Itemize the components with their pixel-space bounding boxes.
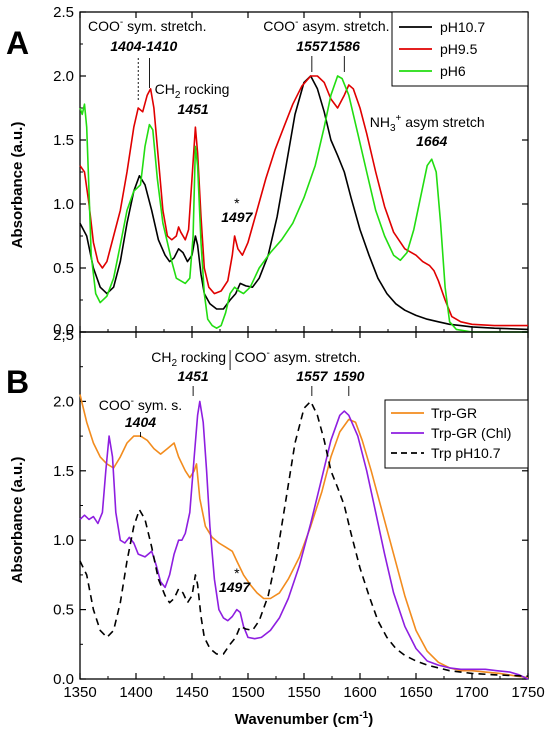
x-tick-label: 1700: [455, 684, 488, 701]
y-axis-title-a: Absorbance (a.u.): [9, 122, 26, 249]
legend-label: pH10.7: [440, 19, 485, 35]
x-tick-label: 1550: [287, 684, 320, 701]
y-tick-label: 0.0: [53, 321, 74, 338]
annotation-wavenumber-label: 1586: [329, 38, 360, 54]
annotation-wavenumber-label: 1404: [125, 414, 156, 430]
panel-b: B 1350 1400 1450 1500 1550 1600 1650 1700 1750 0.…: [6, 327, 545, 701]
y-tick-label: 1.0: [53, 532, 74, 549]
annotation-wavenumber-label: 1557: [296, 38, 328, 54]
series-group-b: [79, 394, 529, 680]
x-tick-label: 1600: [343, 684, 376, 701]
x-tick-label: 1750: [511, 684, 544, 701]
legend-label: Trp pH10.7: [431, 445, 501, 461]
annotation-coo-sym-stretch: COO- sym. stretch.: [88, 17, 206, 34]
y-tick-label: 0.5: [53, 602, 74, 619]
plot-frame-b: [79, 331, 529, 680]
legend-box: [384, 399, 529, 469]
panel-letter-a: A: [6, 25, 29, 61]
y-tick-label: 2,5: [53, 327, 74, 344]
annotation-wavenumber-label: 1451: [178, 368, 209, 384]
y-tick-label: 2.0: [53, 68, 74, 85]
annotation-nh3-asym-stretch: NH3+ asym stretch: [370, 113, 485, 134]
x-tick-label: 1650: [399, 684, 432, 701]
annotation-coo-asym-stretch: COO- asym. stretch.: [235, 348, 361, 365]
y-tick-label: 1.0: [53, 196, 74, 213]
y-tick-label: 0.0: [53, 671, 74, 688]
annotation-coo-sym-s: COO- sym. s.: [99, 396, 182, 413]
y-tick-label: 0.5: [53, 260, 74, 277]
panel-letter-b: B: [6, 364, 29, 400]
panel-a: A 0.0 0.5 1.0 1.5 2.0 2.5 COO- sym. stretch. 1…: [6, 4, 529, 338]
y-tick-label: 2.0: [53, 393, 74, 410]
y-tick-label: 1.5: [53, 132, 74, 149]
legend-label: Trp-GR (Chl): [431, 425, 511, 441]
y-tick-label: 2.5: [53, 4, 74, 21]
y-axis-title-b: Absorbance (a.u.): [9, 457, 26, 584]
series-line-ph10-7: [79, 75, 529, 331]
y-tick-label: 1.5: [53, 463, 74, 480]
annotation-wavenumber-label: 1664: [416, 133, 447, 149]
legend-label: pH9.5: [440, 41, 478, 57]
axis-ticks-b: 1350 1400 1450 1500 1550 1600 1650 1700 1750 0.0 0…: [53, 327, 545, 701]
x-tick-label: 1500: [231, 684, 264, 701]
annotation-ch2-rocking: CH2 rocking: [151, 349, 226, 369]
legend-b: Trp-GR Trp-GR (Chl) Trp pH10.7: [384, 399, 529, 469]
legend-a: pH10.7 pH9.5 pH6: [391, 11, 529, 87]
legend-label: Trp-GR: [431, 405, 477, 421]
annotation-ch2-rocking: CH2 rocking: [155, 81, 230, 101]
x-tick-label: 1350: [63, 684, 96, 701]
annotation-coo-asym-stretch: COO- asym. stretch.: [263, 17, 389, 34]
x-tick-label: 1450: [175, 684, 208, 701]
annotation-wavenumber-label: 1497: [221, 209, 253, 225]
annotation-wavenumber-label: 1590: [333, 368, 364, 384]
legend-label: pH6: [440, 63, 466, 79]
annotation-wavenumber-label: 1557: [296, 368, 328, 384]
annotation-asterisk: *: [234, 565, 240, 581]
annotation-wavenumber-label: 1497: [219, 579, 251, 595]
series-line-trp-gr-chl-: [79, 400, 529, 680]
series-group-a: [79, 75, 529, 333]
series-line-trp-gr: [79, 394, 529, 679]
axis-ticks-a: 0.0 0.5 1.0 1.5 2.0 2.5: [53, 4, 529, 338]
x-tick-label: 1400: [119, 684, 152, 701]
annotation-wavenumber-label: 1404-1410: [110, 38, 177, 54]
series-line-ph6: [79, 75, 528, 333]
annotation-asterisk: *: [234, 195, 240, 211]
x-axis-title: Wavenumber (cm-1): [235, 710, 373, 728]
annotation-wavenumber-label: 1451: [178, 101, 209, 117]
series-line-ph9-5: [79, 75, 528, 327]
